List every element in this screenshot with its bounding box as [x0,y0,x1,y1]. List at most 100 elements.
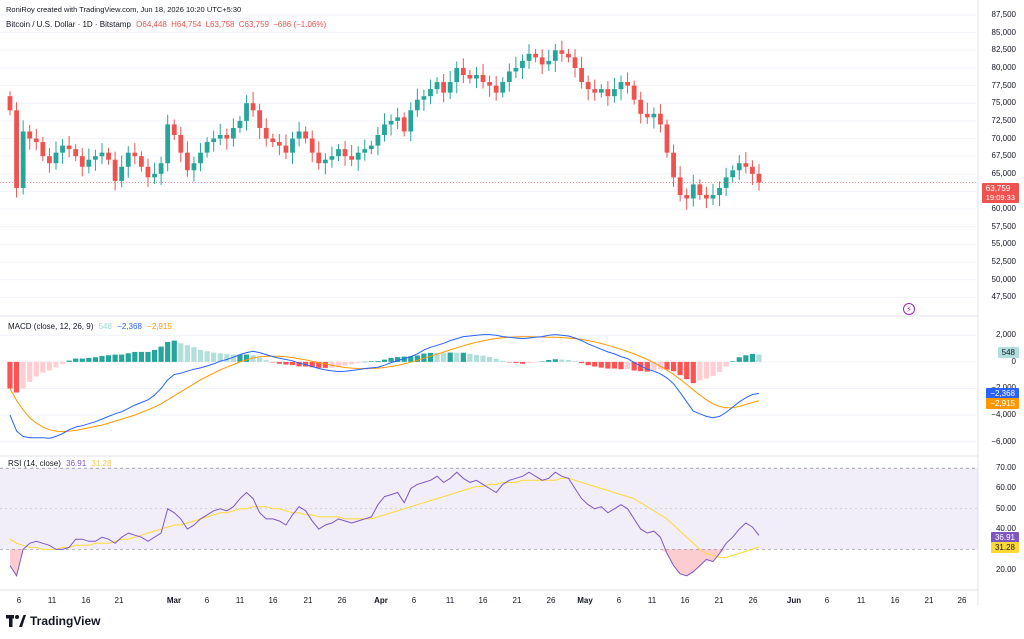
candle-body [612,89,617,97]
rsi-oversold-fill [10,549,759,576]
candle-body [684,195,690,199]
low-value: L63,758 [205,20,235,29]
candle-body [145,166,151,178]
macd-header: MACD (close, 12, 26, 9) 548 −2,368 −2,91… [8,322,175,331]
macd-histogram-bar [493,358,499,362]
candle-body [40,142,46,157]
candle-body [704,195,709,199]
macd-histogram-bar [86,357,92,362]
candle-body [500,82,506,93]
macd-histogram-bar [631,361,637,371]
rsi-line [9,471,760,578]
high-value: H64,754 [171,20,202,29]
candle-body [349,156,355,160]
candle-body [467,75,473,79]
macd-histogram-bar [66,360,72,362]
candle-body [520,60,525,68]
macd-histogram-bar [605,361,611,369]
macd-histogram-bar [125,353,131,362]
candle-body [460,67,466,75]
candle-body [579,67,584,83]
candle-body [230,127,236,139]
candle-body [303,131,309,139]
macd-histogram-bar [7,361,13,389]
candle-body [546,60,552,65]
candle-body [441,82,447,93]
candle-body [184,152,190,171]
time-tick-label: 6 [204,596,210,605]
macd-histogram-bar [526,361,532,364]
candle-body [132,152,138,157]
macd-histogram-bar [578,361,585,364]
candle-body [47,156,52,164]
candle-body [204,142,210,153]
macd-histogram-bar [99,355,105,362]
candle-body [99,152,105,157]
macd-histogram-bar [388,357,394,362]
candle-body [474,75,479,79]
macd-histogram-bar [500,360,506,362]
open-value: O64,448 [136,20,167,29]
macd-histogram-bar [250,355,256,362]
macd-histogram-bar [552,359,558,362]
macd-signal-value: −2,915 [147,322,172,331]
macd-histogram-bar [533,361,539,363]
candle-body [717,187,722,195]
macd-histogram-bar [638,361,644,372]
macd-histogram-bar [33,361,39,377]
candle-body [33,138,39,143]
price-tag: 63,759 19:09:33 [981,183,1019,203]
macd-histogram-bar [73,358,79,362]
candle-body [651,113,657,118]
time-tick-label: 26 [748,596,758,605]
candle-body [165,124,171,164]
macd-histogram-bar [598,361,604,368]
price-tick-label: 80,000 [991,62,1016,72]
macd-histogram-bar [257,357,263,362]
candle-body [598,89,604,93]
macd-histogram-bar [316,361,322,368]
candle-body [401,117,407,132]
candle-body [224,135,230,139]
rsi-tick-label: 70.00 [995,463,1016,473]
macd-histogram-bar [624,361,631,369]
macd-histogram-bar [736,357,742,362]
macd-histogram-bar [460,352,466,362]
macd-label: MACD (close, 12, 26, 9) [8,322,94,331]
candle-body [697,184,703,195]
macd-histogram-bar [539,361,545,362]
candle-body [139,156,144,167]
candle-body [283,145,289,153]
candle-body [316,152,322,164]
macd-histogram-bar [342,361,348,366]
candle-body [690,184,696,199]
macd-histogram-bar [92,357,99,362]
candle-body [20,131,26,188]
candle-body [250,103,256,111]
candle-body [270,138,276,143]
macd-histogram-bar [211,352,217,362]
candle-body [178,135,184,153]
candle-body [487,82,493,86]
macd-histogram-bar [664,361,670,370]
candle-body [211,138,217,143]
macd-histogram-bar [730,361,736,362]
macd-histogram-bar [454,352,460,362]
price-tag-price: 63,759 [985,184,1011,193]
price-tick-label: 85,000 [991,27,1016,37]
macd-histogram-bar [743,355,749,362]
macd-histogram-bar [20,361,26,389]
alert-bolt-icon[interactable]: ⚡ [903,303,915,315]
candle-body [217,135,223,139]
rsi-tick-label: 60.00 [995,483,1016,493]
candle-body [7,96,13,111]
candle-body [93,156,98,160]
macd-histogram-bar [651,361,657,371]
macd-histogram-bar [46,361,53,371]
macd-histogram-bar [480,355,486,362]
macd-histogram-bar [270,361,276,363]
rsi-ma-tag: 31.28 [990,542,1019,553]
candle-body [53,152,59,164]
price-tick-label: 75,000 [991,98,1016,108]
